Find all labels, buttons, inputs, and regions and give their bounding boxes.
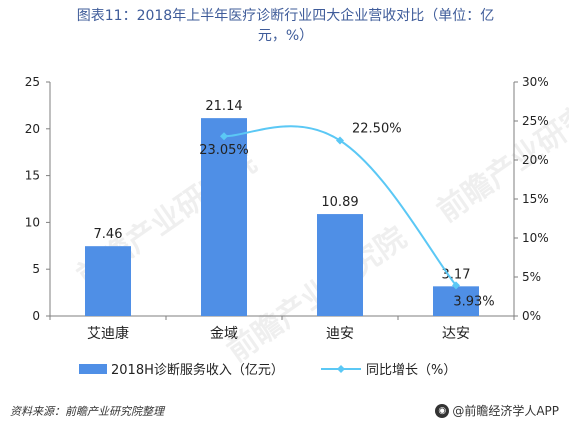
right-tick-label: 5% <box>522 270 541 284</box>
bar-value-label: 21.14 <box>205 99 242 114</box>
bar <box>85 246 131 316</box>
right-tick-label: 25% <box>522 114 549 128</box>
legend-bar-label: 2018H诊断服务收入（亿元） <box>111 362 284 378</box>
left-tick-label: 0 <box>32 309 40 323</box>
chart-title-line-2: 元，%） <box>257 28 314 44</box>
line-point-marker <box>336 136 344 145</box>
line-point-marker <box>452 281 460 290</box>
legend-line-marker <box>337 365 345 373</box>
bar <box>317 214 363 316</box>
left-tick-label: 5 <box>32 262 40 276</box>
line-value-label: 23.05% <box>199 143 249 158</box>
right-tick-label: 20% <box>522 153 549 167</box>
brand-text: @前瞻经济学人APP <box>452 404 559 418</box>
left-tick-label: 20 <box>25 122 40 136</box>
right-tick-label: 0% <box>522 309 541 323</box>
x-tick-label: 艾迪康 <box>87 325 129 342</box>
right-tick-label: 15% <box>522 192 549 206</box>
source-note: 资料来源：前瞻产业研究院整理 <box>10 405 164 418</box>
x-tick-label: 达安 <box>442 326 470 342</box>
x-tick-label: 金域 <box>210 326 238 342</box>
right-tick-label: 30% <box>522 75 549 89</box>
combo-chart: 0 5 10 15 20 25 0% 5% 10% 15% 20% 25% 30% 艾迪康 金域 迪安 达安 7.… <box>25 75 549 378</box>
line-value-label: 22.50% <box>352 122 402 137</box>
brand-credit: ◉ @前瞻经济学人APP <box>435 402 559 419</box>
legend-bar-swatch <box>79 364 107 374</box>
left-tick-label: 10 <box>25 215 40 229</box>
right-tick-label: 10% <box>522 231 549 245</box>
line-point-marker <box>220 132 228 141</box>
bar-value-label: 10.89 <box>321 195 358 210</box>
chart-title: 图表11：2018年上半年医疗诊断行业四大企业营收对比（单位：亿 元，%） <box>8 6 563 46</box>
left-tick-label: 15 <box>25 169 40 183</box>
bar-value-label: 3.17 <box>442 267 471 282</box>
chart-title-line-1: 图表11：2018年上半年医疗诊断行业四大企业营收对比（单位：亿 <box>76 8 495 24</box>
brand-logo-icon: ◉ <box>435 403 450 418</box>
x-tick-label: 迪安 <box>326 326 354 342</box>
bar-value-label: 7.46 <box>94 227 123 242</box>
bar <box>201 118 247 316</box>
bar <box>433 286 479 316</box>
line-value-label: 3.93% <box>453 294 494 309</box>
legend-line-label: 同比增长（%） <box>366 363 456 378</box>
left-tick-label: 25 <box>25 75 40 89</box>
